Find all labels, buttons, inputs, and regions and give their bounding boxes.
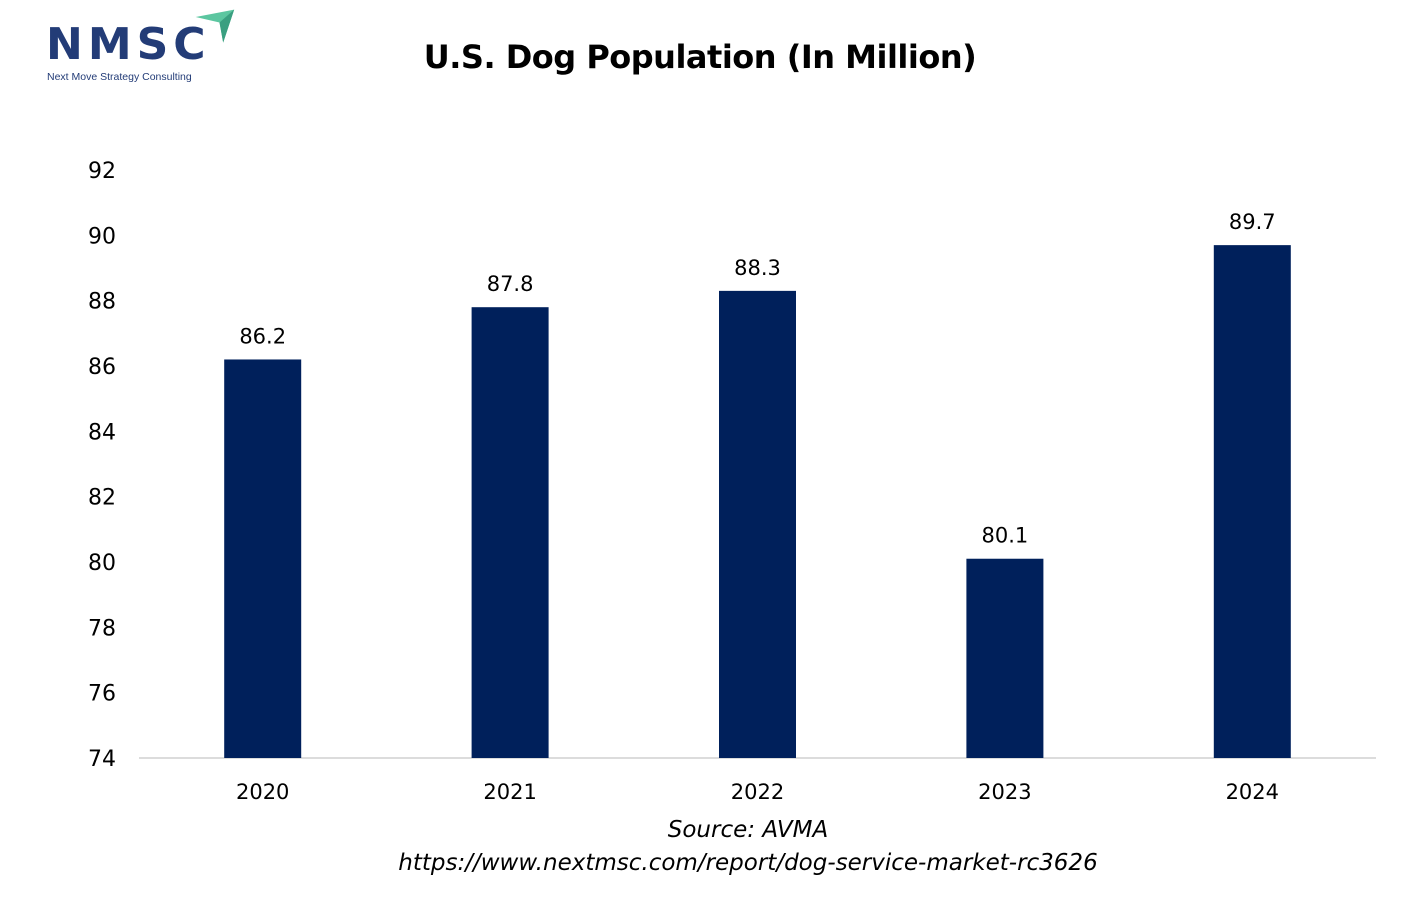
- bar-2021: [471, 307, 549, 758]
- y-tick-label: 76: [88, 682, 116, 707]
- x-tick-label: 2024: [1226, 780, 1279, 804]
- y-tick-label: 84: [88, 420, 116, 445]
- y-tick-label: 80: [88, 551, 116, 576]
- y-tick-label: 82: [88, 486, 116, 511]
- data-label: 89.7: [1229, 210, 1276, 234]
- data-label: 88.3: [734, 256, 781, 280]
- data-label: 80.1: [982, 524, 1029, 548]
- bar-2022: [719, 290, 796, 758]
- x-tick-label: 2020: [236, 780, 289, 804]
- x-tick-label: 2023: [978, 780, 1031, 804]
- y-tick-label: 86: [88, 355, 116, 380]
- y-tick-label: 78: [88, 616, 116, 641]
- y-tick-label: 74: [88, 747, 116, 772]
- y-tick-label: 92: [88, 159, 116, 184]
- chart-title: U.S. Dog Population (In Million): [423, 38, 977, 76]
- y-tick-label: 90: [88, 224, 116, 249]
- bar-2023: [966, 558, 1044, 758]
- logo-tagline: Next Move Strategy Consulting: [47, 71, 192, 83]
- nmsc-logo: NMSC Next Move Strategy Consulting: [44, 8, 244, 88]
- logo-arrow-icon: [195, 9, 235, 43]
- source-url: https://www.nextmsc.com/report/dog-servi…: [398, 850, 1098, 876]
- y-tick-label: 88: [88, 290, 116, 315]
- source-note: Source: AVMA: [667, 817, 829, 843]
- data-label: 86.2: [239, 324, 286, 348]
- bar-2020: [224, 359, 302, 758]
- bar-2024: [1213, 245, 1291, 759]
- x-tick-label: 2021: [483, 780, 536, 804]
- data-label: 87.8: [487, 272, 534, 296]
- logo-letters: NMSC: [46, 19, 211, 70]
- x-tick-label: 2022: [731, 780, 784, 804]
